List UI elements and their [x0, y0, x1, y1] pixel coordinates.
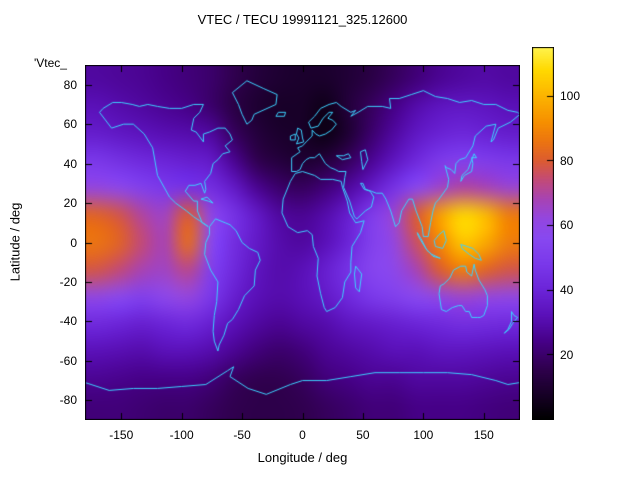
colorbar-tick-label: 60: [560, 218, 574, 233]
x-tick-label: -50: [233, 428, 251, 442]
y-tick-label: 80: [63, 77, 77, 92]
y-tick-label: -80: [59, 393, 77, 408]
colorbar-canvas: [532, 47, 554, 420]
y-axis-title: Latitude / deg: [7, 202, 23, 282]
heatmap-canvas: [85, 65, 520, 420]
colorbar-tick-label: 100: [560, 88, 581, 103]
y-tick-label: -60: [59, 353, 77, 368]
colorbar-tick-label: 80: [560, 153, 574, 168]
x-axis-title: Longitude / deg: [257, 450, 348, 465]
x-tick-label: 150: [473, 428, 494, 442]
x-tick-label: 100: [413, 428, 434, 442]
colorbar-tick-label: 40: [560, 283, 574, 298]
x-tick-label: 50: [356, 428, 370, 442]
x-tick-label: -100: [169, 428, 194, 442]
y-tick-label: 40: [63, 156, 77, 171]
y-tick-label: -40: [59, 314, 77, 329]
plot-title: VTEC / TECU 19991121_325.12600: [197, 12, 408, 27]
y-tick-label: -20: [59, 274, 77, 289]
y-tick-label: 20: [63, 196, 77, 211]
x-tick-label: 0: [299, 428, 306, 442]
colorbar-tick-label: 20: [560, 348, 574, 363]
x-tick-label: -150: [109, 428, 134, 442]
y-tick-label: 60: [63, 117, 77, 132]
y-tick-label: 0: [70, 235, 77, 250]
key-label: 'Vtec_: [34, 56, 67, 70]
